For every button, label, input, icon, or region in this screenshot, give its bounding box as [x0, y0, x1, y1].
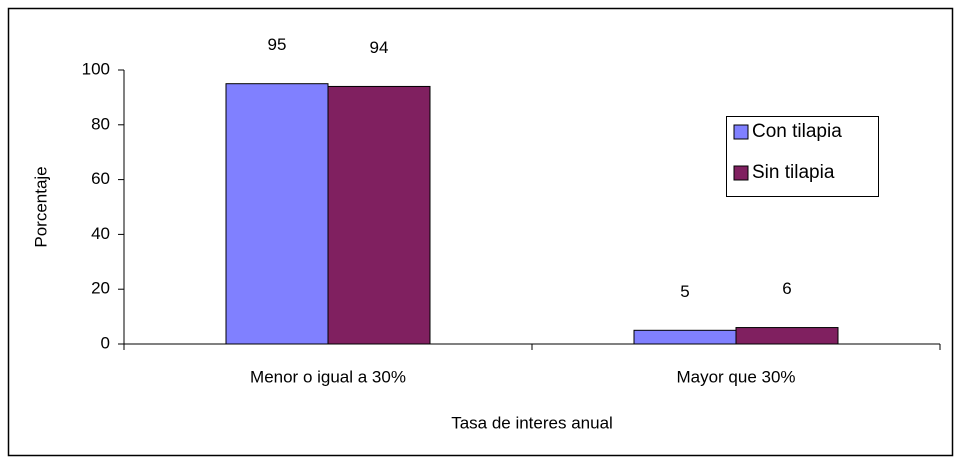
- legend-label: Sin tilapia: [752, 162, 835, 183]
- data-label: 6: [782, 279, 791, 298]
- bar: [327, 85, 431, 345]
- bar: [225, 83, 329, 345]
- x-axis-label: Tasa de interes anual: [451, 413, 613, 432]
- legend-box: [726, 116, 879, 197]
- chart-border: [7, 7, 954, 457]
- legend-label: Con tilapia: [752, 121, 842, 142]
- legend-swatch: [733, 124, 749, 140]
- y-tick-label: 80: [91, 114, 110, 133]
- y-tick-label: 0: [101, 333, 110, 352]
- bar: [633, 329, 737, 345]
- y-tick-label: 60: [91, 169, 110, 188]
- data-label: 5: [680, 282, 689, 301]
- x-tick-label: Mayor que 30%: [676, 367, 795, 386]
- x-tick-label: Menor o igual a 30%: [250, 367, 406, 386]
- y-tick-label: 40: [91, 224, 110, 243]
- y-axis-label: Porcentaje: [31, 166, 50, 247]
- legend-swatch: [733, 165, 749, 181]
- data-label: 94: [370, 38, 389, 57]
- bar: [735, 327, 839, 345]
- y-tick-label: 100: [82, 59, 110, 78]
- y-tick-label: 20: [91, 279, 110, 298]
- data-label: 95: [268, 35, 287, 54]
